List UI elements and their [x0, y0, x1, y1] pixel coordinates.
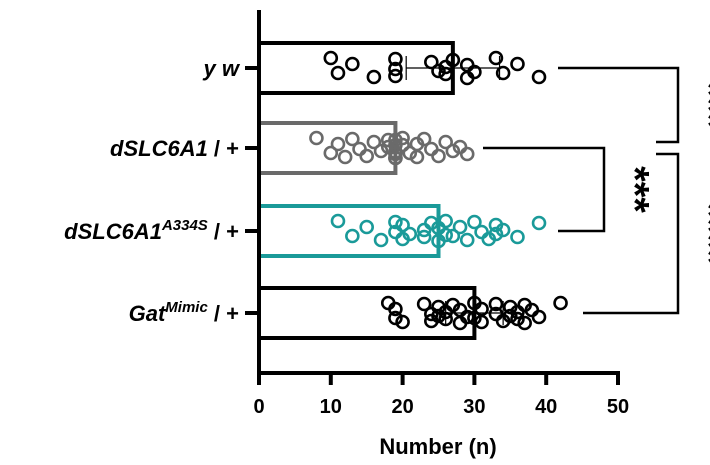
data-point-a334s — [395, 217, 410, 233]
data-point-a334s — [488, 226, 504, 242]
data-point-a334s — [459, 232, 475, 248]
category-label-part: / + — [208, 136, 239, 161]
data-point-a334s — [467, 214, 482, 230]
data-point-mimic — [416, 296, 432, 312]
data-point-dslc — [345, 131, 360, 147]
category-label-part: / + — [208, 219, 239, 244]
data-point-yw — [459, 57, 475, 73]
data-point-mimic — [553, 295, 568, 311]
data-point-a334s — [402, 226, 418, 242]
category-label-part: Mimic — [165, 299, 208, 316]
data-point-mimic — [488, 296, 504, 312]
data-point-dslc — [431, 148, 446, 164]
category-label-part: y w — [203, 56, 241, 81]
category-label-part: Gat — [129, 301, 167, 326]
data-point-a334s — [373, 232, 389, 248]
significance-stars: **** — [686, 202, 710, 265]
data-point-mimic — [459, 309, 475, 325]
category-label-mimic: GatMimic / + — [129, 299, 239, 326]
data-point-yw — [388, 51, 403, 67]
data-point-mimic — [431, 308, 446, 324]
data-point-dslc — [330, 136, 346, 152]
data-point-a334s — [495, 222, 511, 238]
category-label-part: / + — [208, 301, 239, 326]
category-label-part: A334S — [161, 217, 208, 234]
data-point-a334s — [510, 229, 525, 245]
data-point-mimic — [474, 314, 489, 330]
data-point-a334s — [330, 213, 346, 229]
data-point-mimic — [517, 315, 532, 331]
x-tick-label: 30 — [463, 396, 485, 418]
data-point-dslc — [337, 149, 353, 165]
data-point-mimic — [395, 314, 410, 330]
data-point-a334s — [445, 228, 461, 244]
data-point-mimic — [467, 310, 482, 326]
data-point-a334s — [345, 228, 360, 244]
data-point-yw — [510, 56, 525, 72]
x-tick-label: 10 — [320, 396, 342, 418]
data-point-dslc — [459, 146, 475, 162]
category-label-a334s: dSLC6A1A334S / + — [64, 217, 239, 244]
data-point-dslc — [366, 134, 382, 150]
bars-layer — [257, 41, 477, 340]
category-label-dslc: dSLC6A1 / + — [110, 136, 239, 161]
data-point-mimic — [502, 308, 518, 324]
data-point-yw — [488, 50, 504, 66]
x-tick-label: 40 — [535, 396, 557, 418]
data-point-a334s — [452, 219, 468, 235]
data-point-a334s — [474, 224, 489, 240]
data-point-dslc — [395, 130, 410, 146]
significance-layer: ********** — [483, 66, 710, 315]
data-point-a334s — [531, 215, 547, 231]
data-point-dslc — [445, 143, 461, 159]
data-point-mimic — [388, 301, 403, 317]
data-point-yw — [388, 68, 403, 84]
category-label-yw: y w — [203, 56, 241, 81]
data-point-mimic — [510, 311, 525, 327]
data-point-dslc — [388, 150, 403, 166]
data-point-dslc — [323, 145, 339, 161]
data-point-dslc — [373, 143, 389, 159]
data-point-dslc — [388, 144, 403, 160]
data-point-dslc — [359, 148, 375, 164]
category-label-part: dSLC6A1 — [64, 219, 162, 244]
data-point-a334s — [416, 229, 432, 245]
data-point-yw — [323, 50, 339, 66]
data-point-a334s — [359, 219, 375, 235]
data-point-yw — [366, 69, 382, 85]
data-point-yw — [531, 69, 547, 85]
data-point-yw — [445, 52, 461, 68]
data-point-dslc — [416, 131, 432, 147]
data-point-mimic — [388, 310, 403, 326]
x-axis-title: Number (n) — [379, 434, 496, 459]
data-point-dslc — [380, 132, 396, 148]
x-tick-label: 20 — [391, 396, 413, 418]
data-point-dslc — [309, 130, 324, 146]
data-point-dslc — [402, 145, 418, 161]
category-label-part: dSLC6A1 — [110, 136, 208, 161]
data-point-dslc — [409, 149, 425, 165]
data-point-yw — [495, 65, 511, 81]
data-point-dslc — [438, 134, 453, 150]
data-point-a334s — [438, 213, 453, 229]
data-point-yw — [345, 56, 360, 72]
data-point-a334s — [388, 214, 403, 230]
significance-bracket — [583, 152, 680, 315]
data-point-yw — [388, 61, 403, 77]
points-layer — [309, 50, 568, 331]
data-point-dslc — [424, 141, 439, 157]
significance-bracket — [483, 146, 606, 233]
data-point-mimic — [531, 309, 547, 325]
x-tick-label: 0 — [253, 396, 264, 418]
significance-stars: *** — [612, 166, 656, 213]
data-point-yw — [467, 64, 482, 80]
data-point-a334s — [438, 227, 453, 243]
significance-stars: *** — [686, 82, 710, 129]
significance-bracket — [558, 66, 680, 144]
data-point-yw — [330, 65, 346, 81]
data-point-yw — [431, 63, 446, 79]
x-tick-label: 50 — [607, 396, 629, 418]
